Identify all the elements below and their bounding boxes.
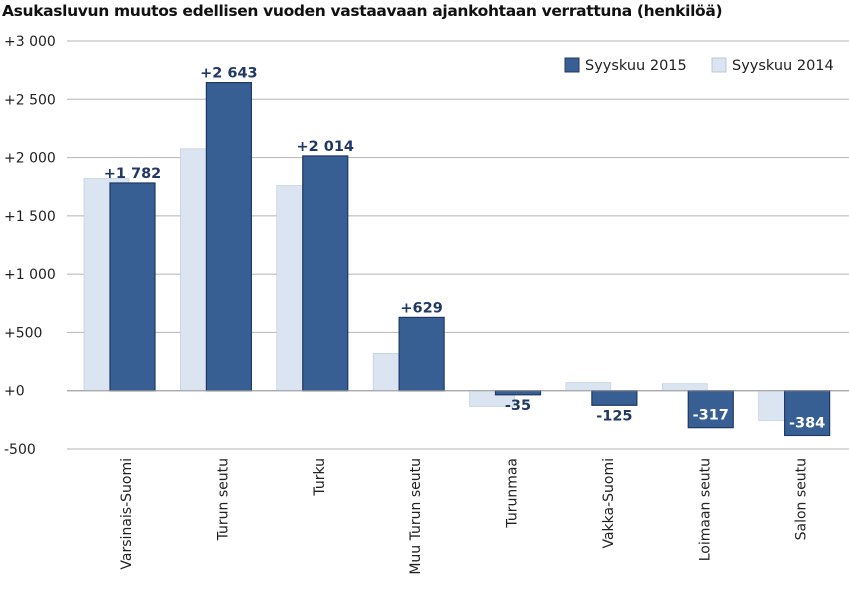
legend-swatch xyxy=(564,57,580,73)
data-label: +629 xyxy=(400,300,442,316)
data-label: -35 xyxy=(505,398,531,414)
data-label: -384 xyxy=(789,415,825,431)
bar-syyskuu-2014 xyxy=(565,382,612,392)
y-tick-label: +1 500 xyxy=(4,209,56,225)
x-tick-label: Turun seutu xyxy=(215,458,231,541)
legend-swatch xyxy=(711,57,727,73)
legend-label: Syyskuu 2015 xyxy=(585,58,687,74)
x-axis-ticks: Varsinais-Suomi Turun seutu Turku Muu Turun… xyxy=(119,458,810,575)
bar-syyskuu-2015 xyxy=(398,316,445,392)
bar-syyskuu-2014 xyxy=(661,383,708,392)
data-label: +2 014 xyxy=(296,139,354,155)
data-label: +1 782 xyxy=(104,166,162,182)
bar-syyskuu-2015 xyxy=(109,182,156,392)
x-tick-label: Salon seutu xyxy=(794,458,810,540)
legend-label: Syyskuu 2014 xyxy=(732,58,834,74)
y-tick-label: +2 500 xyxy=(4,92,56,108)
x-tick-label: Vakka-Suomi xyxy=(601,458,617,549)
y-tick-label: -500 xyxy=(4,442,36,458)
y-tick-label: +0 xyxy=(4,384,25,400)
chart-title: Asukasluvun muutos edellisen vuoden vast… xyxy=(2,2,723,20)
data-label: -317 xyxy=(693,408,729,424)
y-tick-label: +500 xyxy=(4,325,42,341)
x-tick-label: Turku xyxy=(312,458,328,497)
data-labels: +1 782 +2 643 +2 014 +629 -35 -125 -317 -384 xyxy=(104,66,826,432)
y-tick-label: +1 000 xyxy=(4,267,56,283)
x-tick-label: Varsinais-Suomi xyxy=(119,458,135,570)
bars xyxy=(83,82,831,437)
x-tick-label: Loimaan seutu xyxy=(697,458,713,561)
y-tick-label: +3 000 xyxy=(4,34,56,50)
data-label: +2 643 xyxy=(200,66,258,82)
bar-syyskuu-2015 xyxy=(302,155,349,392)
y-tick-label: +2 000 xyxy=(4,151,56,167)
data-label: -125 xyxy=(596,408,632,424)
bar-syyskuu-2015 xyxy=(784,390,831,437)
x-tick-label: Muu Turun seutu xyxy=(408,458,424,575)
bar-syyskuu-2015 xyxy=(687,390,734,429)
bar-syyskuu-2015 xyxy=(591,390,638,406)
bar-syyskuu-2015 xyxy=(494,390,542,396)
x-tick-label: Turunmaa xyxy=(505,458,521,529)
bar-syyskuu-2015 xyxy=(205,82,252,392)
legend: Syyskuu 2015 Syyskuu 2014 xyxy=(564,57,834,74)
y-axis-ticks: -500 +0 +500 +1 000 +1 500 +2 000 +2 500 +3 000 xyxy=(4,34,56,458)
